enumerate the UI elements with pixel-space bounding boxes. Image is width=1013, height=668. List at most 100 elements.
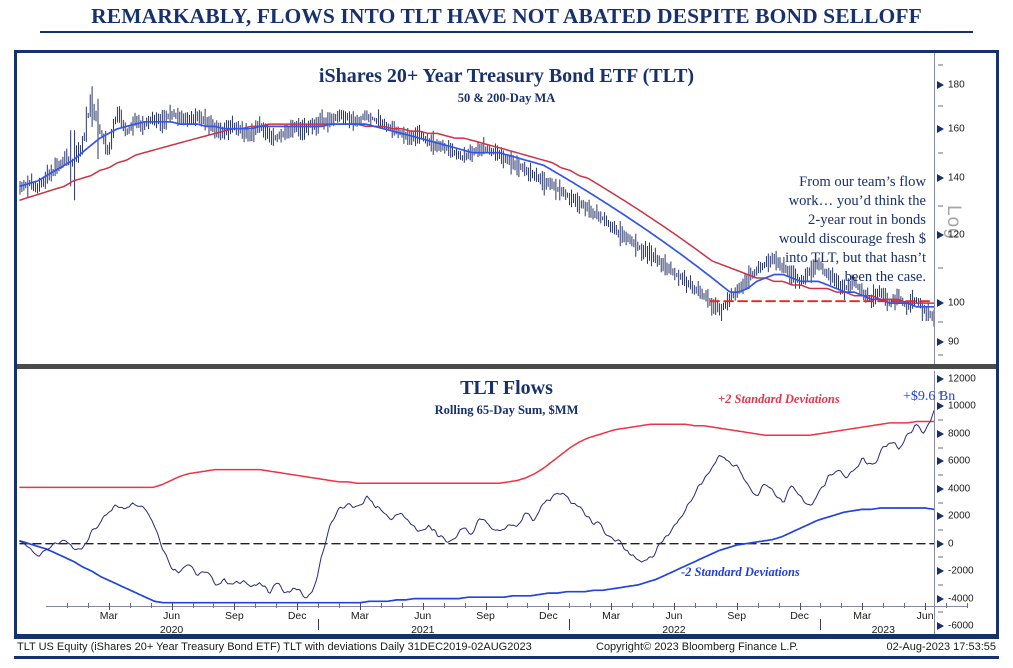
x-axis-minor-tick — [820, 603, 822, 608]
axis-tick-arrow — [937, 484, 944, 493]
flows-axis-tick-label: -4000 — [948, 593, 974, 605]
x-axis: Mar Jun Sep Dec Mar Jun Sep Dec Mar Jun Sep Dec Mar J… — [14, 603, 999, 636]
headline-bar: REMARKABLY, FLOWS INTO TLT HAVE NOT ABAT… — [0, 0, 1013, 40]
panel-divider — [17, 364, 996, 369]
x-axis-tick — [297, 603, 299, 610]
axis-minor-tick — [938, 105, 943, 107]
x-axis-year-divider — [820, 619, 822, 630]
axis-minor-tick — [938, 529, 943, 531]
axis-minor-tick — [938, 419, 943, 421]
flows-plot — [17, 371, 934, 634]
x-axis-tick — [799, 603, 801, 610]
x-axis-tick — [736, 603, 738, 610]
axis-tick-arrow — [937, 594, 944, 603]
x-axis-tick-label: Sep — [225, 610, 244, 622]
axis-tick-arrow — [937, 124, 944, 133]
price-axis-tick-label: 90 — [948, 336, 960, 348]
axis-minor-tick — [938, 354, 943, 356]
chart-frame: iShares 20+ Year Treasury Bond ETF (TLT)… — [14, 50, 999, 637]
x-axis-tick-label: Jun — [163, 610, 181, 622]
x-axis-year-label: 2022 — [662, 624, 686, 636]
x-axis-minor-tick — [967, 603, 968, 608]
axis-tick-arrow — [937, 429, 944, 438]
price-annotation-text: From our team’s flow work… you’d think t… — [778, 174, 926, 285]
flows-axis-tick-label: 10000 — [948, 400, 976, 412]
x-axis-minor-tick — [506, 603, 508, 608]
price-panel: iShares 20+ Year Treasury Bond ETF (TLT)… — [17, 53, 996, 365]
x-axis-tick — [422, 603, 424, 610]
axis-tick-arrow — [937, 299, 944, 308]
x-axis-tick-label: Mar — [99, 610, 118, 622]
x-axis-minor-tick — [129, 603, 131, 608]
x-axis-minor-tick — [757, 603, 759, 608]
axis-tick-arrow — [937, 231, 944, 240]
x-axis-minor-tick — [318, 603, 320, 608]
axis-tick-arrow — [937, 622, 944, 630]
x-axis-tick — [925, 603, 927, 610]
price-axis-tick-label: 120 — [948, 229, 965, 241]
axis-tick-arrow — [937, 512, 944, 521]
x-axis-minor-tick — [380, 603, 382, 608]
x-axis-minor-tick — [401, 603, 403, 608]
x-axis-tick-label: Jun — [916, 610, 934, 622]
x-axis-minor-tick — [192, 603, 194, 608]
x-axis-year-label: 2021 — [411, 624, 435, 636]
price-plot — [17, 53, 934, 365]
x-axis-minor-tick — [715, 603, 717, 608]
flows-panel-subtitle: Rolling 65-Day Sum, $MM — [434, 403, 579, 417]
axis-tick-arrow — [937, 338, 944, 347]
x-axis-year-label: 2023 — [871, 624, 895, 636]
x-axis-minor-tick — [66, 603, 68, 608]
x-axis-tick-label: Dec — [790, 610, 809, 622]
flows-axis-tick-label: 4000 — [948, 483, 971, 495]
current-flow-value-label: +$9.6 Bn — [903, 389, 956, 404]
axis-minor-tick — [938, 267, 943, 269]
footer-timestamp: 02-Aug-2023 17:53:55 — [886, 641, 996, 653]
axis-minor-tick — [938, 584, 943, 586]
upper-band-label: +2 Standard Deviations — [718, 392, 840, 406]
price-right-axis: Log 180 160 140 120 100 90 — [934, 53, 996, 365]
x-axis-minor-tick — [694, 603, 696, 608]
x-axis-minor-tick — [590, 603, 592, 608]
footer-bar: TLT US Equity (iShares 20+ Year Treasury… — [14, 637, 999, 659]
axis-tick-arrow — [937, 567, 944, 576]
x-axis-minor-tick — [150, 603, 152, 608]
x-axis-tick — [171, 603, 173, 610]
x-axis-minor-tick — [255, 603, 257, 608]
price-axis-tick-label: 180 — [948, 79, 965, 91]
x-axis-tick — [108, 603, 110, 610]
axis-minor-tick — [938, 474, 943, 476]
axis-separator-line — [934, 53, 935, 365]
x-axis-minor-tick — [276, 603, 278, 608]
x-axis-tick — [485, 603, 487, 610]
axis-minor-tick — [938, 321, 943, 323]
flows-panel-title: TLT Flows — [460, 377, 553, 399]
x-axis-tick-label: Mar — [853, 610, 872, 622]
x-axis-tick — [862, 603, 864, 610]
axis-minor-tick — [938, 392, 943, 394]
x-axis-year-divider — [569, 619, 571, 630]
lower-band-label: -2 Standard Deviations — [681, 565, 800, 579]
x-axis-tick-label: Jun — [665, 610, 683, 622]
x-axis-minor-tick — [946, 603, 948, 608]
footer-security-description: TLT US Equity (iShares 20+ Year Treasury… — [17, 641, 532, 653]
x-axis-year-label: 2020 — [159, 624, 184, 636]
axis-minor-tick — [938, 64, 943, 66]
axis-tick-arrow — [937, 457, 944, 466]
x-axis-minor-tick — [443, 603, 445, 608]
x-axis-tick — [673, 603, 675, 610]
flows-right-axis: 12000 10000 8000 6000 4000 2000 0 -2000 -4000 -60… — [934, 371, 996, 634]
flows-axis-tick-label: 8000 — [948, 428, 971, 440]
axis-minor-tick — [938, 205, 943, 207]
axis-tick-arrow — [937, 402, 944, 411]
x-axis-minor-tick — [841, 603, 843, 608]
x-axis-tick-label: Sep — [476, 610, 495, 622]
x-axis-minor-tick — [653, 603, 655, 608]
axis-tick-arrow — [937, 539, 944, 548]
x-axis-tick-label: Sep — [727, 610, 747, 622]
axis-minor-tick — [938, 502, 943, 503]
x-axis-tick-label: Dec — [539, 610, 558, 622]
x-axis-minor-tick — [527, 603, 529, 608]
axis-minor-tick — [938, 152, 943, 154]
x-axis-tick — [611, 603, 613, 610]
